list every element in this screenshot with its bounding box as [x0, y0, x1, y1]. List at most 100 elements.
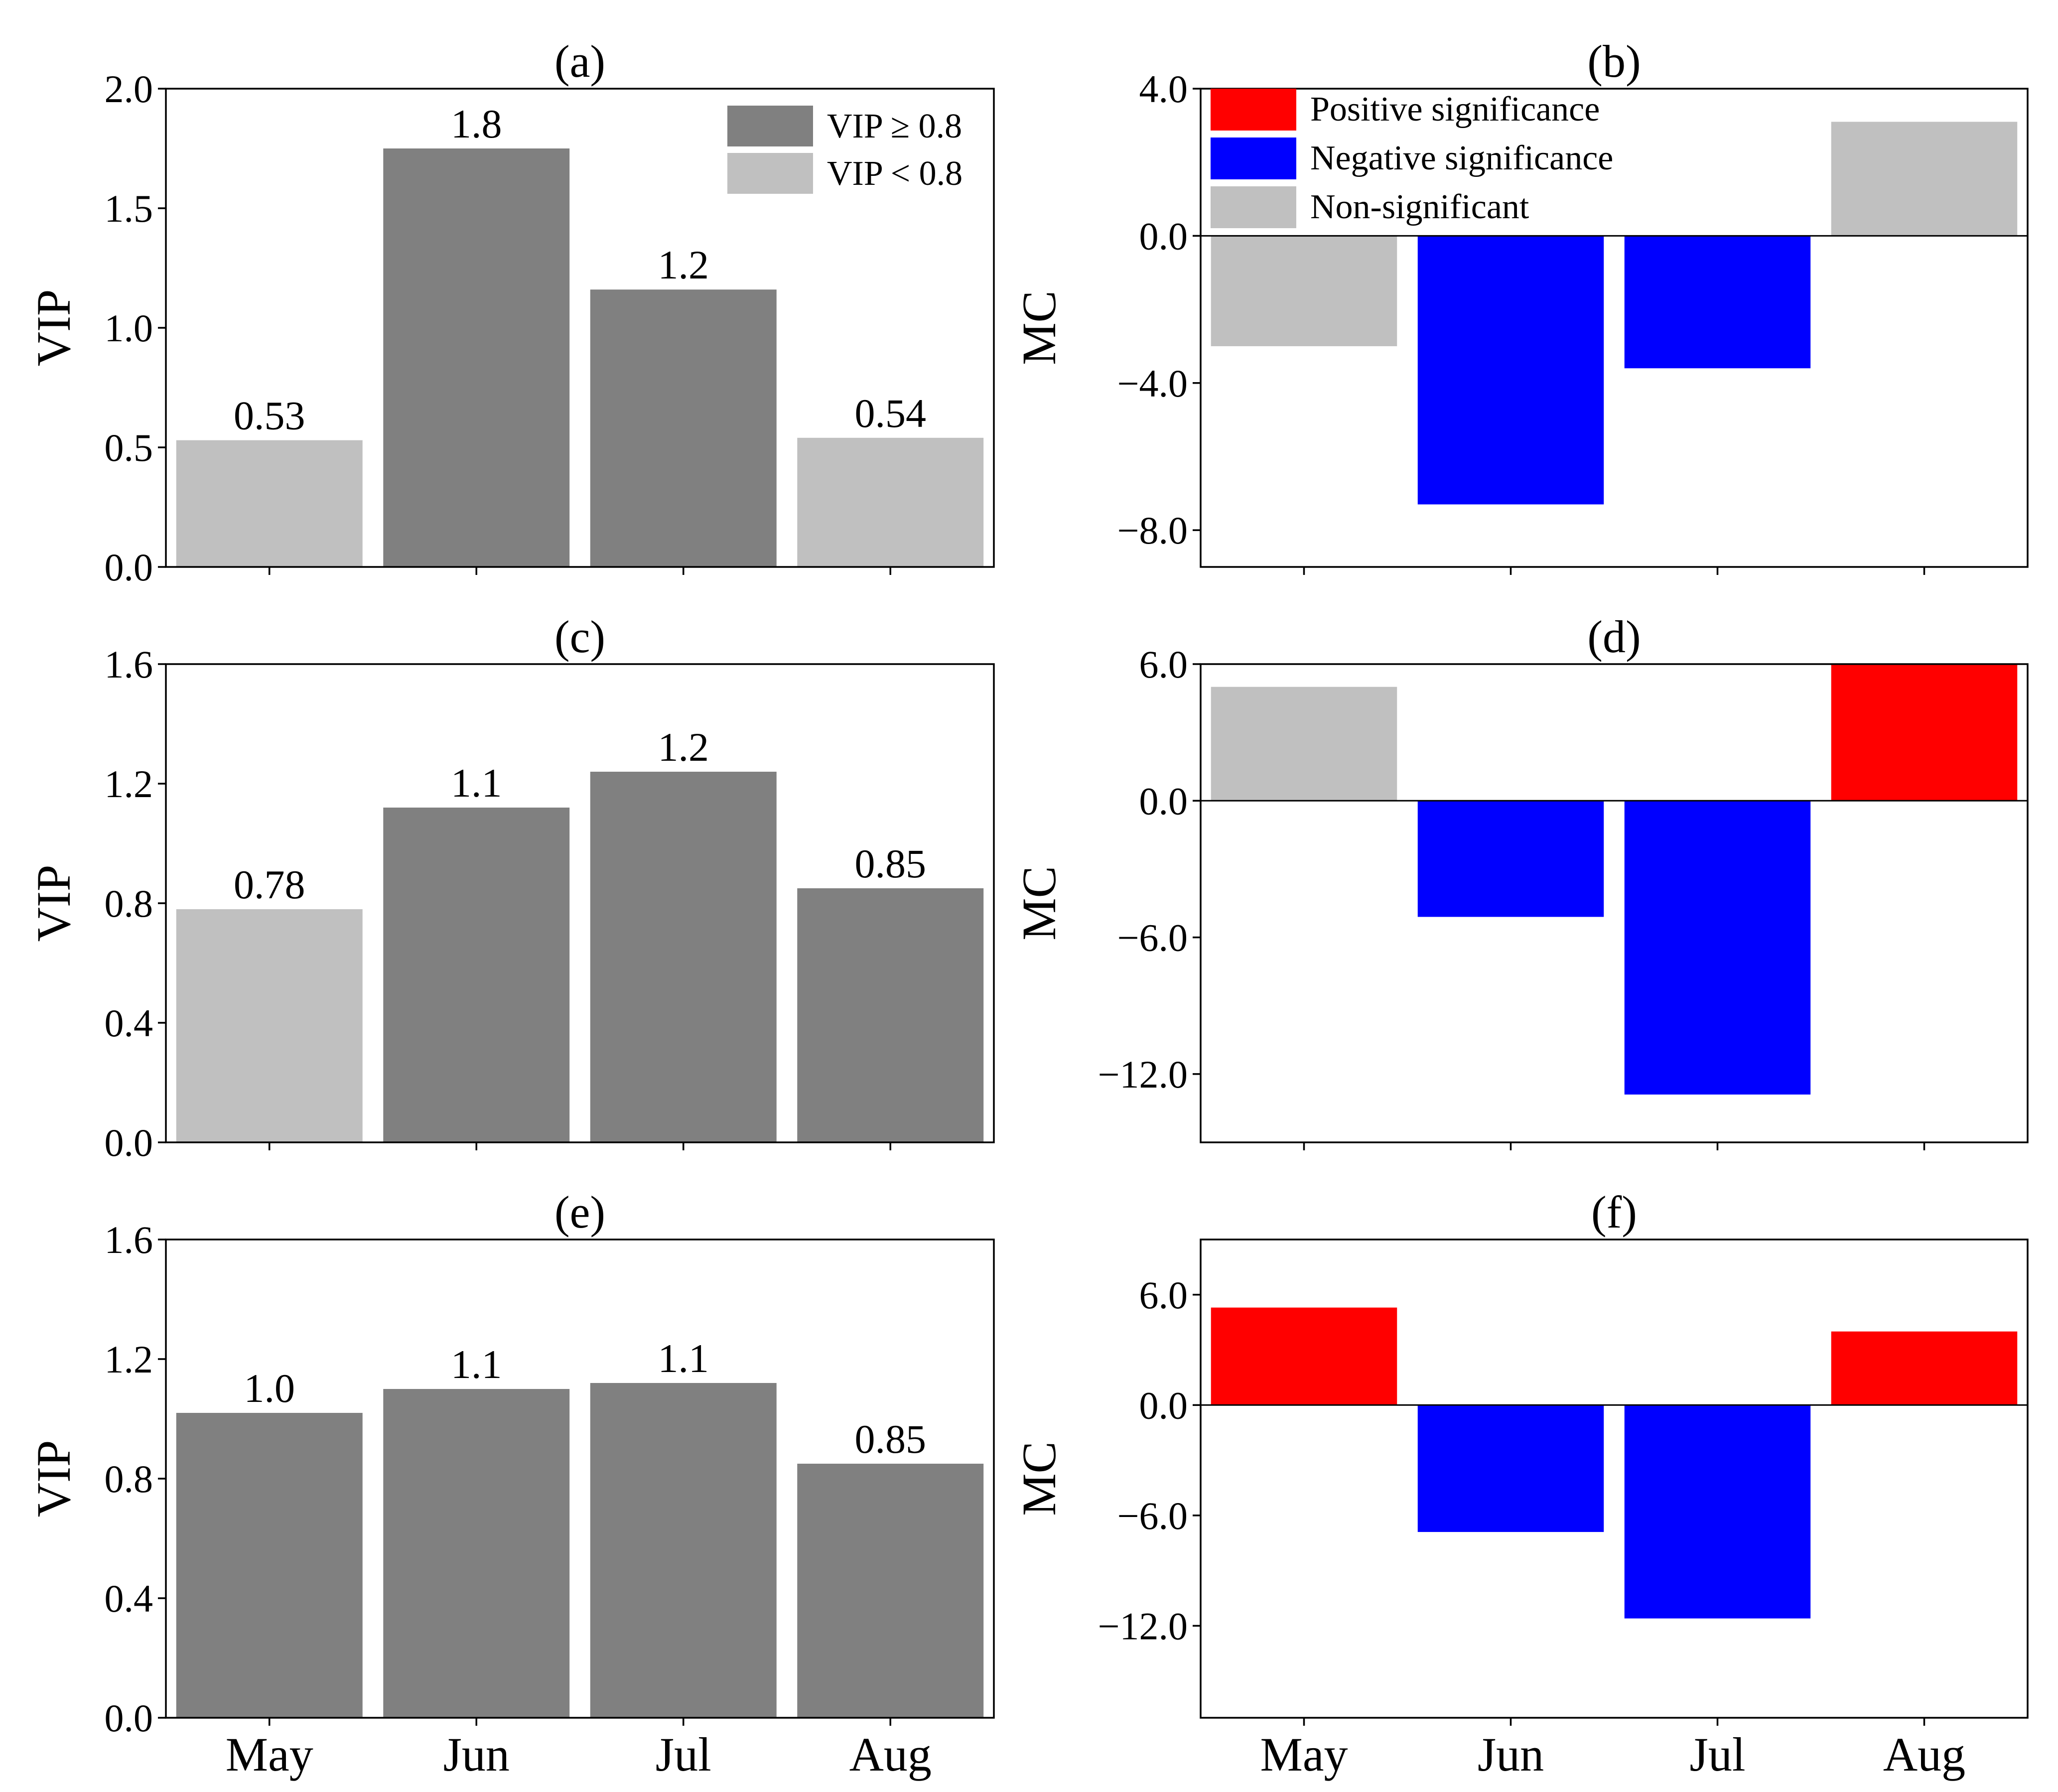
- value-label: 1.8: [451, 101, 502, 146]
- legend-label: VIP < 0.8: [827, 154, 962, 193]
- value-label: 1.2: [658, 242, 709, 287]
- legend-swatch: [1211, 186, 1296, 228]
- bar: [1211, 687, 1397, 801]
- x-tick-label: May: [226, 1728, 313, 1781]
- y-axis-label: VIP: [27, 1440, 80, 1517]
- value-label: 1.1: [658, 1336, 709, 1381]
- y-axis-label: VIP: [27, 865, 80, 942]
- bar: [1417, 1405, 1604, 1532]
- panel-title: (a): [554, 36, 605, 87]
- bar: [176, 440, 363, 567]
- y-tick-label: 1.6: [105, 643, 153, 686]
- y-tick-label: 2.0: [105, 67, 153, 111]
- legend-label: Non-significant: [1310, 188, 1529, 226]
- legend-vip: VIP ≥ 0.8 VIP < 0.8: [727, 106, 962, 194]
- panel-e: 1.0 1.1 1.1 0.85 0.0 0.4 0.8 1.2 1.6 May Jun Jul Aug…: [27, 1187, 995, 1781]
- bar: [797, 1464, 984, 1718]
- value-label: 0.53: [234, 393, 305, 438]
- y-tick-label: −12.0: [1098, 1604, 1188, 1648]
- bar: [590, 289, 777, 567]
- x-tick-label: Aug: [1883, 1728, 1965, 1781]
- panel-title: (d): [1587, 611, 1641, 662]
- y-tick-label: 0.0: [105, 546, 153, 589]
- axes-frame: [1200, 88, 2029, 568]
- panel-c: 0.78 1.1 1.2 0.85 0.0 0.4 0.8 1.2 1.6 (c) VIP: [27, 611, 995, 1164]
- y-axis-label: MC: [1012, 866, 1066, 940]
- bar: [1211, 1307, 1397, 1405]
- bar: [797, 888, 984, 1142]
- y-axis-label: VIP: [27, 289, 80, 367]
- y-tick-label: −8.0: [1117, 509, 1188, 552]
- y-tick-label: −6.0: [1117, 916, 1188, 960]
- y-tick-label: 0.0: [105, 1696, 153, 1740]
- panel-title: (b): [1587, 36, 1641, 87]
- value-label: 0.54: [855, 391, 927, 436]
- bar: [1831, 122, 2018, 236]
- x-tick-label: Jul: [1689, 1728, 1745, 1781]
- value-label: 1.2: [658, 724, 709, 770]
- y-tick-label: 0.4: [105, 1001, 153, 1045]
- bar: [383, 148, 570, 567]
- legend-swatch: [727, 106, 813, 146]
- bar: [1624, 1405, 1811, 1619]
- y-tick-label: 0.8: [105, 882, 153, 925]
- bar: [383, 1389, 570, 1718]
- value-label: 1.1: [451, 760, 502, 806]
- bar: [1831, 1331, 2018, 1405]
- y-tick-label: 0.0: [1139, 1383, 1188, 1427]
- panel-a: 0.53 1.8 1.2 0.54 0.0 0.5 1.0 1.5 2.0 (a) VIP VIP ≥…: [27, 36, 995, 589]
- value-label: 0.78: [234, 862, 305, 907]
- legend-swatch: [1211, 89, 1296, 131]
- y-tick-label: 1.0: [105, 306, 153, 350]
- y-axis-label: MC: [1012, 290, 1066, 365]
- value-label: 0.85: [855, 1416, 927, 1462]
- legend-label: VIP ≥ 0.8: [827, 107, 962, 145]
- bar: [590, 772, 777, 1142]
- axes-frame: [1200, 1239, 2029, 1719]
- bar: [1831, 664, 2018, 801]
- y-tick-label: 0.0: [1139, 214, 1188, 258]
- y-tick-label: 6.0: [1139, 643, 1188, 686]
- y-tick-label: 1.2: [105, 1338, 153, 1381]
- bar: [1211, 236, 1397, 346]
- panel-title: (c): [554, 611, 605, 662]
- legend-label: Positive significance: [1310, 90, 1600, 129]
- x-tick-label: Jul: [656, 1728, 711, 1781]
- panel-title: (f): [1591, 1187, 1637, 1238]
- y-tick-label: 0.4: [105, 1577, 153, 1620]
- y-tick-label: 4.0: [1139, 67, 1188, 111]
- x-tick-label: May: [1260, 1728, 1348, 1781]
- bar: [1624, 801, 1811, 1095]
- y-tick-label: 0.0: [105, 1121, 153, 1164]
- panel-title: (e): [554, 1187, 605, 1238]
- y-tick-label: −4.0: [1117, 362, 1188, 405]
- y-tick-label: 1.5: [105, 187, 153, 230]
- value-label: 1.1: [451, 1342, 502, 1387]
- y-tick-label: 1.2: [105, 762, 153, 806]
- x-tick-label: Jun: [1478, 1728, 1544, 1781]
- legend-label: Negative significance: [1310, 139, 1613, 177]
- y-tick-label: −6.0: [1117, 1494, 1188, 1537]
- legend-swatch: [1211, 138, 1296, 179]
- y-tick-label: −12.0: [1098, 1053, 1188, 1096]
- legend-mc: Positive significance Negative significan…: [1211, 89, 1613, 228]
- bar: [1624, 236, 1811, 369]
- axes-frame: [1200, 663, 2029, 1143]
- y-tick-label: 0.0: [1139, 779, 1188, 823]
- panel-b: 4.0 0.0 −4.0 −8.0 (b) MC Positive significance…: [1012, 36, 2029, 575]
- value-label: 0.85: [855, 841, 927, 886]
- bar: [590, 1383, 777, 1718]
- y-axis-label: MC: [1012, 1441, 1066, 1516]
- bar: [797, 437, 984, 567]
- value-label: 1.0: [244, 1366, 295, 1411]
- x-tick-label: Jun: [443, 1728, 510, 1781]
- legend-swatch: [727, 153, 813, 194]
- bar: [1417, 801, 1604, 917]
- x-tick-label: Aug: [849, 1728, 932, 1781]
- y-tick-label: 0.8: [105, 1457, 153, 1501]
- y-tick-label: 0.5: [105, 426, 153, 469]
- y-tick-label: 1.6: [105, 1218, 153, 1261]
- bar: [176, 909, 363, 1142]
- panel-d: 6.0 0.0 −6.0 −12.0 (d) MC: [1012, 611, 2029, 1150]
